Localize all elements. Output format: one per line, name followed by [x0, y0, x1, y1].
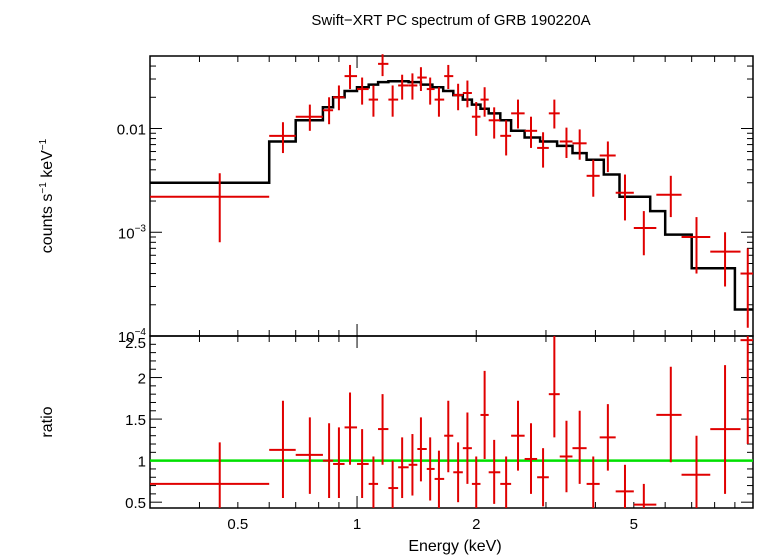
ratio-data-points — [150, 336, 753, 508]
spectrum-point — [417, 67, 427, 91]
top-data-points — [150, 54, 753, 328]
spectrum-point — [710, 232, 741, 287]
y-tick-label-ratio: 0.5 — [125, 495, 146, 512]
ratio-point — [322, 423, 334, 499]
spectrum-point — [656, 175, 682, 218]
spectrum-point — [368, 85, 379, 117]
spectrum-point — [559, 127, 573, 158]
ratio-point — [434, 450, 445, 508]
spectrum-point — [269, 122, 296, 154]
spectrum-point — [471, 102, 481, 136]
ratio-point — [388, 460, 399, 508]
x-tick-label: 2 — [472, 516, 480, 533]
spectrum-point — [511, 99, 525, 129]
spectrum-point — [378, 54, 389, 77]
ratio-point — [599, 404, 616, 471]
ratio-point — [368, 456, 379, 508]
ratio-point — [398, 437, 409, 499]
ratio-point — [537, 448, 549, 507]
y-tick-label-top: 10−3 — [118, 223, 147, 242]
spectrum-point — [586, 159, 600, 197]
ratio-point — [150, 442, 270, 508]
x-tick-label: 1 — [353, 516, 361, 533]
spectrum-point — [615, 174, 634, 221]
ratio-point — [740, 336, 753, 445]
ratio-point — [656, 366, 682, 463]
spectrum-point — [462, 80, 472, 108]
x-tick-label: 0.5 — [227, 516, 248, 533]
spectrum-point — [488, 107, 501, 139]
ratio-point — [269, 400, 296, 499]
ratio-point — [710, 365, 741, 494]
spectrum-point — [548, 99, 560, 129]
spectrum-point — [357, 77, 369, 105]
spectrum-point — [150, 173, 270, 243]
spectrum-point — [426, 77, 435, 105]
ratio-point — [488, 439, 501, 504]
x-tick-label: 5 — [630, 516, 638, 533]
spectrum-point — [500, 120, 512, 156]
ratio-point — [633, 483, 657, 508]
bottom-panel-frame — [149, 335, 754, 509]
y-tick-label-ratio: 2 — [138, 371, 146, 388]
spectrum-point — [295, 104, 323, 131]
y-tick-label-top: 0.01 — [117, 122, 146, 139]
y-tick-label-top: 10−4 — [118, 327, 147, 346]
spectrum-point — [453, 83, 463, 111]
ratio-point — [453, 442, 463, 503]
spectrum-point — [444, 64, 454, 90]
spectrum-point — [388, 85, 399, 117]
spectrum-point — [434, 87, 445, 117]
spectrum-point — [408, 73, 418, 100]
spectrum-point — [681, 217, 711, 274]
ratio-point — [586, 456, 600, 508]
ratio-point — [471, 456, 481, 508]
ratio-point — [500, 456, 512, 508]
spectrum-point — [480, 87, 489, 117]
ratio-point — [681, 435, 711, 508]
y-tick-label-ratio: 1.5 — [125, 412, 146, 429]
ratio-point — [444, 400, 454, 473]
y-tick-label-ratio: 1 — [138, 454, 146, 471]
y-tick-label-ratio: 2.5 — [125, 335, 146, 352]
ratio-point — [511, 400, 525, 471]
ratio-point — [559, 420, 573, 493]
ratio-point — [548, 336, 560, 438]
spectrum-point — [398, 74, 409, 100]
spectrum-point — [344, 64, 358, 90]
chart-title: Swift−XRT PC spectrum of GRB 190220A — [311, 12, 590, 29]
top-ylabel: counts s−1 keV−1 — [38, 138, 56, 253]
spectrum-point — [572, 129, 587, 160]
ratio-point — [357, 429, 369, 499]
ratio-point — [295, 417, 323, 494]
ratio-point — [524, 423, 538, 494]
axis-ticks — [149, 55, 754, 508]
ratio-point — [417, 417, 427, 482]
bottom-ylabel: ratio — [39, 406, 56, 437]
ratio-point — [480, 370, 489, 459]
x-axis-label: Energy (keV) — [408, 538, 501, 555]
ratio-point — [615, 464, 634, 508]
ratio-point — [462, 412, 472, 484]
ratio-point — [572, 410, 587, 484]
spectrum-point — [633, 211, 657, 256]
spectrum-point — [537, 132, 549, 168]
tick-labels: 0.5 1 2 5 0.01 10−3 10−4 0.5 1 1.5 2 2.5 — [117, 122, 638, 533]
ratio-point — [378, 394, 389, 465]
spectrum-point — [599, 141, 616, 173]
ratio-point — [333, 427, 345, 499]
spectrum-point — [740, 248, 753, 328]
spectrum-point — [322, 97, 334, 125]
spectrum-point — [333, 85, 345, 111]
ratio-point — [408, 434, 418, 496]
ratio-point — [344, 392, 358, 465]
spectrum-point — [524, 116, 538, 148]
ratio-point — [426, 437, 435, 501]
